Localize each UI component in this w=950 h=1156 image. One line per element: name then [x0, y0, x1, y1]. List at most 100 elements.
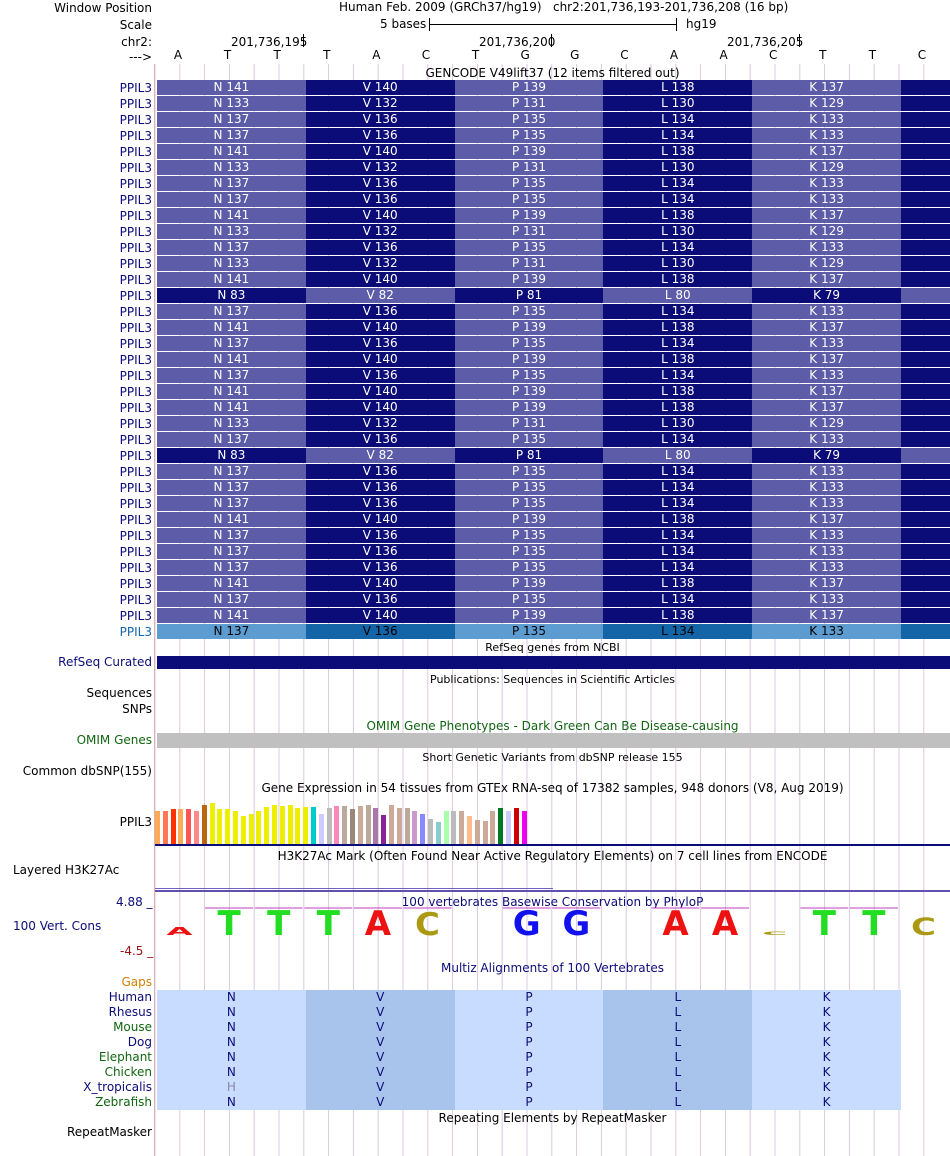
gencode-transcript-row[interactable]: N 137 V 136 P 135 L 134 K 133: [157, 464, 950, 479]
codon-segment[interactable]: K 129: [752, 160, 901, 175]
gencode-transcript-row[interactable]: N 137 V 136 P 135 L 134 K 133: [157, 592, 950, 607]
gencode-transcript-row[interactable]: N 137 V 136 P 135 L 134 K 133: [157, 368, 950, 383]
gencode-row-label[interactable]: PPIL3: [119, 305, 152, 319]
gencode-row-label[interactable]: PPIL3: [119, 273, 152, 287]
codon-segment-partial[interactable]: [901, 400, 950, 415]
codon-segment[interactable]: P 139: [454, 400, 604, 415]
codon-segment[interactable]: L 134: [603, 432, 753, 447]
codon-segment[interactable]: K 133: [752, 128, 901, 143]
codon-segment[interactable]: N 141: [157, 272, 306, 287]
gencode-transcript-row[interactable]: N 137 V 136 P 135 L 134 K 133: [157, 528, 950, 543]
codon-segment[interactable]: V 136: [305, 304, 455, 319]
codon-segment[interactable]: K 137: [752, 384, 901, 399]
codon-segment[interactable]: K 133: [752, 592, 901, 607]
gencode-transcript-row[interactable]: N 141 V 140 P 139 L 138 K 137: [157, 512, 950, 527]
codon-segment[interactable]: V 136: [305, 480, 455, 495]
codon-segment[interactable]: P 135: [454, 480, 604, 495]
dbsnp-track-title[interactable]: Short Genetic Variants from dbSNP releas…: [422, 751, 683, 764]
codon-segment[interactable]: P 139: [454, 320, 604, 335]
codon-segment[interactable]: N 137: [157, 112, 306, 127]
codon-segment[interactable]: K 133: [752, 528, 901, 543]
codon-segment[interactable]: P 135: [454, 432, 604, 447]
codon-segment-partial[interactable]: [901, 416, 950, 431]
codon-segment[interactable]: K 133: [752, 544, 901, 559]
codon-segment[interactable]: K 133: [752, 464, 901, 479]
codon-segment[interactable]: K 133: [752, 624, 901, 639]
gtex-tissue-bar[interactable]: [396, 808, 402, 844]
codon-segment[interactable]: P 135: [454, 240, 604, 255]
codon-segment[interactable]: K 133: [752, 304, 901, 319]
gtex-bar-chart[interactable]: [155, 796, 950, 846]
codon-segment-partial[interactable]: [901, 624, 950, 639]
codon-segment[interactable]: L 138: [603, 352, 753, 367]
codon-segment[interactable]: N 137: [157, 464, 306, 479]
codon-segment[interactable]: L 138: [603, 80, 753, 95]
gencode-transcript-row[interactable]: N 83 V 82 P 81 L 80 K 79: [157, 288, 950, 303]
codon-segment[interactable]: L 134: [603, 560, 753, 575]
codon-segment-partial[interactable]: [901, 304, 950, 319]
gencode-transcript-row[interactable]: N 133 V 132 P 131 L 130 K 129: [157, 256, 950, 271]
codon-segment[interactable]: N 137: [157, 304, 306, 319]
gtex-tissue-bar[interactable]: [373, 808, 379, 844]
codon-segment[interactable]: K 129: [752, 256, 901, 271]
gencode-transcript-row[interactable]: N 137 V 136 P 135 L 134 K 133: [157, 480, 950, 495]
codon-segment[interactable]: K 133: [752, 432, 901, 447]
multiz-species-label[interactable]: Elephant: [98, 1050, 152, 1064]
codon-segment[interactable]: L 134: [603, 480, 753, 495]
gencode-row-label[interactable]: PPIL3: [119, 449, 152, 463]
codon-segment-partial[interactable]: [901, 144, 950, 159]
codon-segment[interactable]: L 134: [603, 192, 753, 207]
gencode-transcript-row[interactable]: N 141 V 140 P 139 L 138 K 137: [157, 400, 950, 415]
gtex-tissue-bar[interactable]: [303, 807, 309, 844]
codon-segment[interactable]: P 135: [454, 544, 604, 559]
codon-segment[interactable]: P 135: [454, 560, 604, 575]
codon-segment[interactable]: N 133: [157, 96, 306, 111]
codon-segment[interactable]: P 139: [454, 80, 604, 95]
gencode-transcript-row[interactable]: N 133 V 132 P 131 L 130 K 129: [157, 96, 950, 111]
codon-segment[interactable]: N 141: [157, 352, 306, 367]
codon-segment[interactable]: L 130: [603, 416, 753, 431]
codon-segment[interactable]: L 134: [603, 368, 753, 383]
gtex-tissue-bar[interactable]: [209, 803, 215, 844]
codon-segment[interactable]: P 135: [454, 304, 604, 319]
gencode-row-label[interactable]: PPIL3: [119, 257, 152, 271]
gtex-tissue-bar[interactable]: [240, 816, 246, 844]
codon-segment[interactable]: N 137: [157, 560, 306, 575]
codon-segment[interactable]: P 135: [454, 624, 604, 639]
codon-segment[interactable]: K 137: [752, 400, 901, 415]
codon-segment[interactable]: P 139: [454, 608, 604, 623]
codon-segment[interactable]: N 141: [157, 144, 306, 159]
codon-segment[interactable]: N 83: [157, 448, 306, 463]
gtex-tissue-bar[interactable]: [521, 811, 527, 844]
codon-segment[interactable]: L 134: [603, 544, 753, 559]
codon-segment[interactable]: L 134: [603, 336, 753, 351]
codon-segment[interactable]: L 134: [603, 112, 753, 127]
gencode-row-label[interactable]: PPIL3: [119, 577, 152, 591]
codon-segment[interactable]: K 133: [752, 336, 901, 351]
codon-segment[interactable]: P 135: [454, 192, 604, 207]
codon-segment-partial[interactable]: [901, 96, 950, 111]
codon-segment[interactable]: V 136: [305, 496, 455, 511]
gtex-tissue-bar[interactable]: [467, 816, 472, 844]
codon-segment[interactable]: N 133: [157, 160, 306, 175]
publications-track-title[interactable]: Publications: Sequences in Scientific Ar…: [430, 673, 675, 686]
codon-segment-partial[interactable]: [901, 240, 950, 255]
codon-segment[interactable]: V 136: [305, 432, 455, 447]
codon-segment[interactable]: N 137: [157, 240, 306, 255]
gencode-transcript-row[interactable]: N 137 V 136 P 135 L 134 K 133: [157, 496, 950, 511]
gencode-row-label[interactable]: PPIL3: [119, 353, 152, 367]
codon-segment[interactable]: K 129: [752, 224, 901, 239]
gtex-tissue-bar[interactable]: [350, 809, 355, 844]
codon-segment[interactable]: L 130: [603, 256, 753, 271]
codon-segment-partial[interactable]: [901, 432, 950, 447]
codon-segment[interactable]: P 135: [454, 112, 604, 127]
codon-segment[interactable]: P 139: [454, 352, 604, 367]
gtex-tissue-bar[interactable]: [404, 808, 410, 844]
codon-segment[interactable]: L 130: [603, 160, 753, 175]
codon-segment[interactable]: L 130: [603, 96, 753, 111]
gencode-row-label[interactable]: PPIL3: [119, 129, 152, 143]
codon-segment[interactable]: L 134: [603, 496, 753, 511]
codon-segment-partial[interactable]: [901, 160, 950, 175]
gencode-transcript-row[interactable]: N 137 V 136 P 135 L 134 K 133: [157, 304, 950, 319]
